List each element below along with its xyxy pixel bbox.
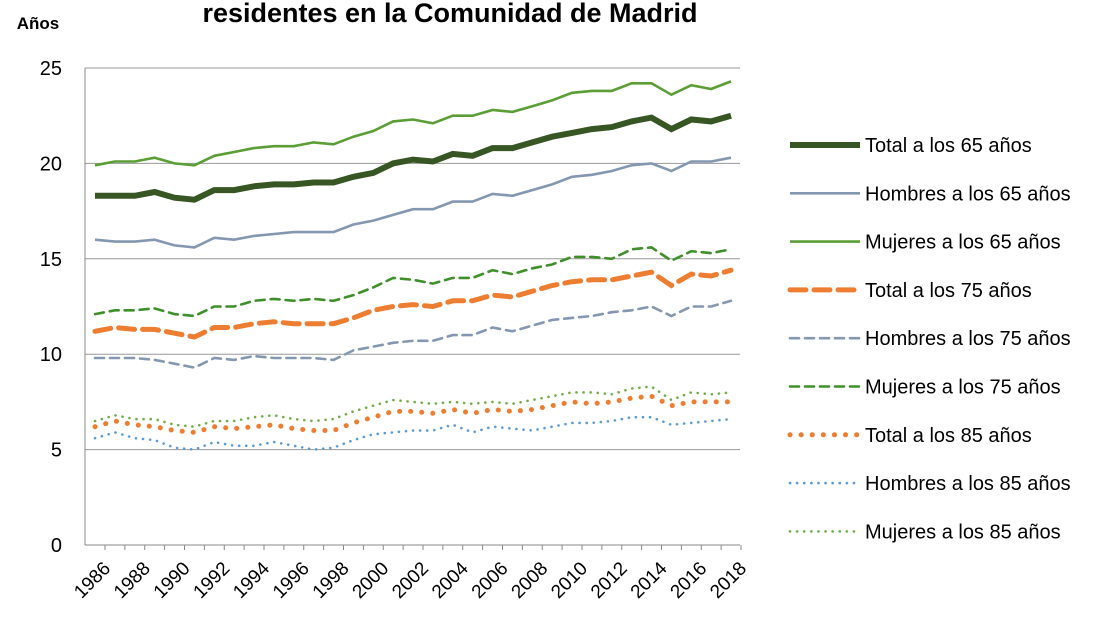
series-line: [94, 80, 732, 167]
x-tick-label: 1994: [229, 558, 274, 603]
legend-label: Total a los 75 años: [865, 280, 1032, 302]
x-tick-label: 2010: [547, 558, 592, 603]
series-line: [93, 246, 733, 318]
series-line: [93, 385, 733, 429]
x-tick-label: 1988: [110, 558, 155, 603]
legend-label: Mujeres a los 85 años: [865, 521, 1061, 543]
x-tick-label: 2006: [468, 558, 513, 603]
x-tick-label: 2014: [627, 558, 672, 603]
x-tick-label: 2008: [508, 558, 553, 603]
x-tick-label: 1996: [269, 558, 314, 603]
x-tick-label: 2000: [349, 558, 394, 603]
y-tick-label: 5: [51, 440, 62, 462]
x-tick-label: 2012: [587, 558, 632, 603]
chart-title: residentes en la Comunidad de Madrid: [202, 0, 697, 28]
y-axis-label: Años: [17, 14, 60, 33]
y-tick-label: 15: [40, 249, 62, 271]
y-tick-label: 25: [40, 58, 62, 80]
legend-label: Total a los 85 años: [865, 425, 1032, 447]
series-line: [94, 156, 732, 249]
x-tick-label: 2004: [428, 558, 473, 603]
x-tick-label: 2018: [706, 558, 751, 603]
legend-label: Hombres a los 85 años: [865, 473, 1071, 495]
series-line: [93, 299, 733, 369]
series-line: [92, 267, 734, 340]
y-tick-label: 20: [40, 153, 62, 175]
legend-label: Hombres a los 75 años: [865, 328, 1071, 350]
y-tick-label: 10: [40, 344, 62, 366]
legend-label: Hombres a los 65 años: [865, 183, 1071, 205]
legend-label: Total a los 65 años: [865, 135, 1032, 157]
y-tick-label: 0: [51, 535, 62, 557]
series-line: [95, 112, 732, 203]
series-line: [92, 393, 734, 435]
series-line: [93, 415, 733, 451]
legend-label: Mujeres a los 75 años: [865, 377, 1061, 399]
legend-label: Mujeres a los 65 años: [865, 232, 1061, 254]
x-tick-label: 2002: [388, 558, 433, 603]
x-tick-label: 1992: [190, 558, 235, 603]
x-tick-label: 2016: [667, 558, 712, 603]
x-tick-label: 1998: [309, 558, 354, 603]
x-tick-label: 1986: [70, 558, 115, 603]
x-tick-label: 1990: [150, 558, 195, 603]
